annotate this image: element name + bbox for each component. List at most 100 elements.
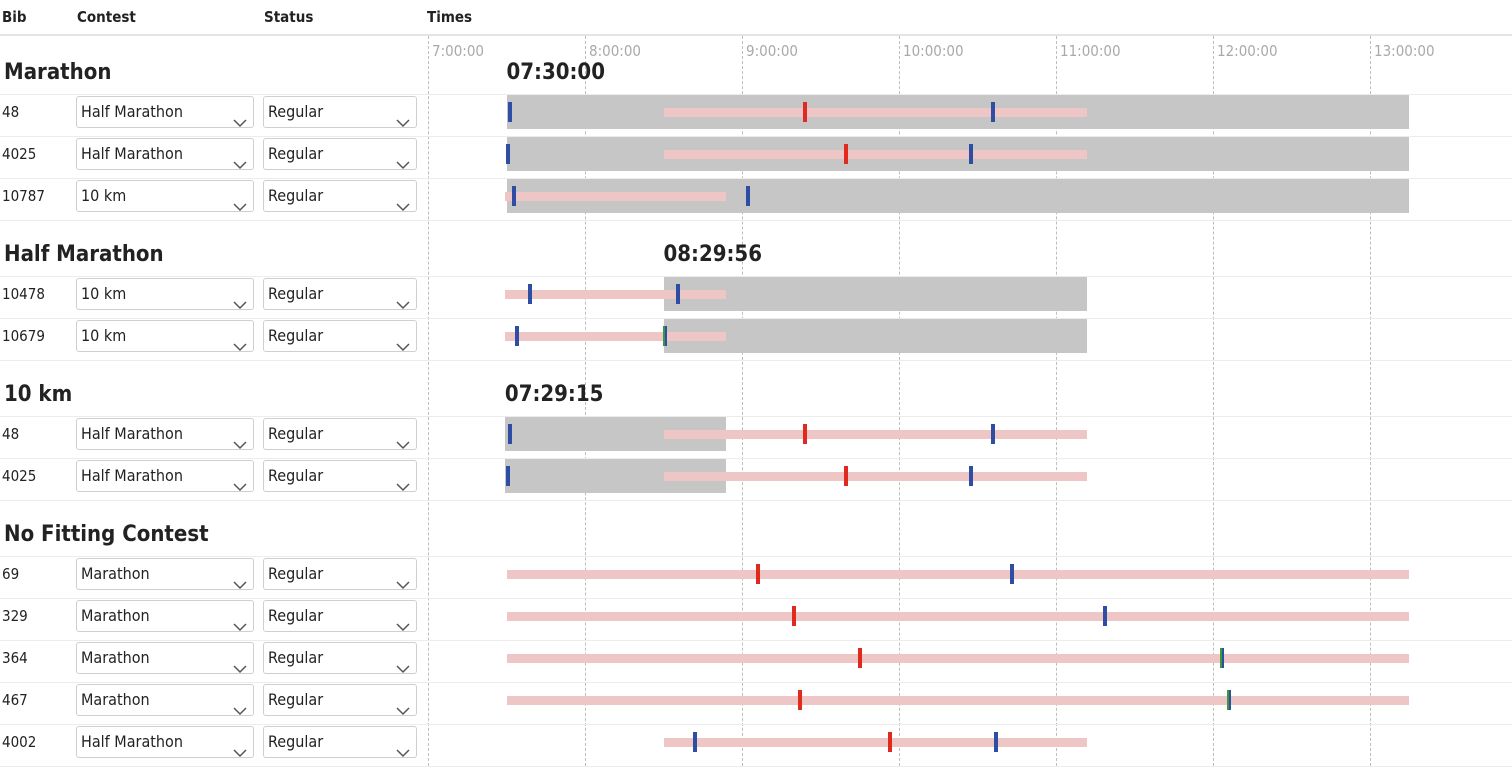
time-marker-red[interactable] <box>791 606 796 626</box>
gridline <box>1056 36 1057 766</box>
chevron-down-icon[interactable] <box>396 150 410 180</box>
time-marker-blue[interactable] <box>1102 606 1107 626</box>
contest-select-value: Marathon <box>81 606 150 625</box>
chevron-down-icon[interactable] <box>233 192 247 222</box>
status-select[interactable]: Regular <box>263 726 417 758</box>
status-select[interactable]: Regular <box>263 320 417 352</box>
time-marker-red[interactable] <box>887 732 892 752</box>
contest-select-value: 10 km <box>81 284 127 303</box>
time-marker-red[interactable] <box>755 564 760 584</box>
tick-label: 13:00:00 <box>1374 42 1435 60</box>
time-marker-blue[interactable] <box>969 466 974 486</box>
time-marker-green[interactable] <box>663 326 668 346</box>
contest-select[interactable]: Half Marathon <box>76 460 254 492</box>
chevron-down-icon[interactable] <box>233 570 247 600</box>
status-select[interactable]: Regular <box>263 418 417 450</box>
status-select[interactable]: Regular <box>263 180 417 212</box>
contest-select-value: Half Marathon <box>81 144 183 163</box>
contest-select[interactable]: Marathon <box>76 600 254 632</box>
contest-select[interactable]: Half Marathon <box>76 96 254 128</box>
time-marker-red[interactable] <box>802 424 807 444</box>
time-marker-red[interactable] <box>843 144 848 164</box>
time-marker-blue[interactable] <box>507 424 512 444</box>
time-marker-green[interactable] <box>1226 690 1231 710</box>
expected-time-bar <box>663 150 1088 159</box>
time-marker-blue[interactable] <box>991 102 996 122</box>
chevron-down-icon[interactable] <box>396 654 410 684</box>
expected-time-bar <box>506 654 1410 663</box>
status-select-value: Regular <box>268 564 324 583</box>
chevron-down-icon[interactable] <box>233 150 247 180</box>
chevron-down-icon[interactable] <box>233 654 247 684</box>
chevron-down-icon[interactable] <box>233 290 247 320</box>
group-start-time: 07:30:00 <box>506 60 605 85</box>
group-title: Marathon <box>4 60 112 85</box>
chevron-down-icon[interactable] <box>396 332 410 362</box>
status-select-value: Regular <box>268 284 324 303</box>
chevron-down-icon[interactable] <box>396 696 410 726</box>
contest-select-value: 10 km <box>81 326 127 345</box>
time-marker-blue[interactable] <box>692 732 697 752</box>
contest-select[interactable]: Marathon <box>76 684 254 716</box>
time-marker-blue[interactable] <box>991 424 996 444</box>
chevron-down-icon[interactable] <box>233 430 247 460</box>
chevron-down-icon[interactable] <box>396 108 410 138</box>
status-select[interactable]: Regular <box>263 684 417 716</box>
status-select[interactable]: Regular <box>263 138 417 170</box>
chevron-down-icon[interactable] <box>233 108 247 138</box>
contest-select[interactable]: 10 km <box>76 278 254 310</box>
contest-select[interactable]: Half Marathon <box>76 138 254 170</box>
status-select-value: Regular <box>268 424 324 443</box>
expected-time-bar <box>663 472 1088 481</box>
contest-select[interactable]: Marathon <box>76 558 254 590</box>
chevron-down-icon[interactable] <box>396 290 410 320</box>
time-marker-blue[interactable] <box>507 102 512 122</box>
contest-select[interactable]: Marathon <box>76 642 254 674</box>
chevron-down-icon[interactable] <box>233 612 247 642</box>
chevron-down-icon[interactable] <box>396 570 410 600</box>
status-select-value: Regular <box>268 326 324 345</box>
time-marker-blue[interactable] <box>506 144 511 164</box>
group-title: Half Marathon <box>4 242 164 267</box>
time-marker-red[interactable] <box>857 648 862 668</box>
time-marker-blue[interactable] <box>675 284 680 304</box>
contest-select[interactable]: 10 km <box>76 320 254 352</box>
row-divider <box>0 416 1512 417</box>
chevron-down-icon[interactable] <box>396 738 410 768</box>
gridline <box>1370 36 1371 766</box>
time-marker-green[interactable] <box>1220 648 1225 668</box>
time-marker-blue[interactable] <box>512 186 517 206</box>
time-marker-blue[interactable] <box>746 186 751 206</box>
time-marker-red[interactable] <box>802 102 807 122</box>
status-select[interactable]: Regular <box>263 460 417 492</box>
chevron-down-icon[interactable] <box>233 738 247 768</box>
contest-select[interactable]: Half Marathon <box>76 418 254 450</box>
time-marker-blue[interactable] <box>528 284 533 304</box>
time-marker-blue[interactable] <box>1010 564 1015 584</box>
chevron-down-icon[interactable] <box>233 472 247 502</box>
chevron-down-icon[interactable] <box>396 612 410 642</box>
gridline <box>1213 36 1214 766</box>
status-select[interactable]: Regular <box>263 558 417 590</box>
time-marker-blue[interactable] <box>515 326 520 346</box>
status-select[interactable]: Regular <box>263 96 417 128</box>
chevron-down-icon[interactable] <box>396 472 410 502</box>
row-divider <box>0 682 1512 683</box>
status-select[interactable]: Regular <box>263 600 417 632</box>
contest-select[interactable]: Half Marathon <box>76 726 254 758</box>
contest-select[interactable]: 10 km <box>76 180 254 212</box>
status-select[interactable]: Regular <box>263 278 417 310</box>
time-marker-blue[interactable] <box>994 732 999 752</box>
bib-number: 69 <box>2 565 20 583</box>
chevron-down-icon[interactable] <box>396 192 410 222</box>
chevron-down-icon[interactable] <box>233 696 247 726</box>
time-marker-red[interactable] <box>843 466 848 486</box>
time-marker-red[interactable] <box>798 690 803 710</box>
column-header-status: Status <box>264 8 314 26</box>
row-divider <box>0 598 1512 599</box>
chevron-down-icon[interactable] <box>233 332 247 362</box>
chevron-down-icon[interactable] <box>396 430 410 460</box>
status-select[interactable]: Regular <box>263 642 417 674</box>
time-marker-blue[interactable] <box>969 144 974 164</box>
time-marker-blue[interactable] <box>506 466 511 486</box>
